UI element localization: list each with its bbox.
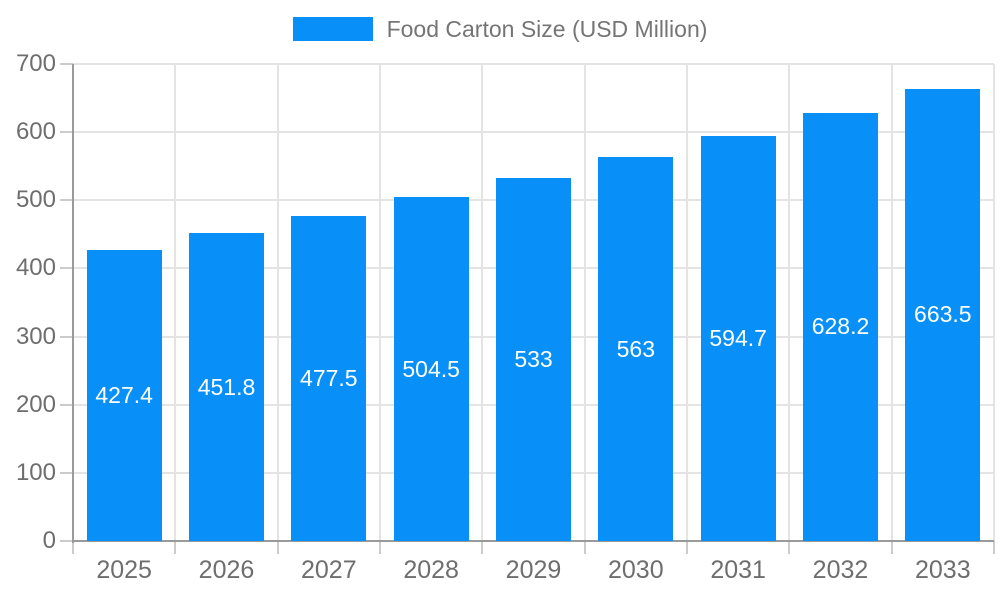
v-gridline <box>993 64 995 541</box>
x-axis-tick <box>583 541 586 554</box>
x-axis-tick-label: 2031 <box>710 556 766 584</box>
x-axis-tick-label: 2026 <box>198 556 255 584</box>
bar-value-label: 563 <box>616 335 656 362</box>
v-gridline <box>379 64 381 541</box>
legend-swatch <box>292 17 373 41</box>
x-axis-tick-label: 2025 <box>96 556 152 584</box>
y-axis-tick-label: 0 <box>42 527 56 554</box>
y-axis-tick <box>60 403 73 406</box>
x-axis-tick-label: 2033 <box>915 556 971 584</box>
bar-value-label: 427.4 <box>95 381 153 408</box>
bar-value-label: 594.7 <box>709 324 767 351</box>
x-axis-tick-label: 2028 <box>403 556 459 584</box>
v-gridline <box>276 64 279 541</box>
bar[interactable]: 477.5 <box>291 215 367 541</box>
x-axis-tick <box>788 541 791 554</box>
bar-value-label: 504.5 <box>402 355 460 382</box>
y-axis-tick-label: 100 <box>15 458 56 486</box>
x-axis-tick <box>379 541 381 554</box>
y-axis-tick-label: 600 <box>15 118 56 146</box>
x-axis-tick <box>481 541 484 554</box>
bar[interactable]: 594.7 <box>700 135 776 541</box>
y-axis-tick <box>60 199 73 202</box>
legend-item[interactable]: Food Carton Size (USD Million) <box>0 17 1000 41</box>
bar-value-label: 628.2 <box>811 313 870 340</box>
x-axis-tick <box>72 541 74 554</box>
bar[interactable]: 628.2 <box>803 112 878 541</box>
x-axis-tick <box>890 541 893 554</box>
y-axis-tick <box>60 335 73 338</box>
v-gridline <box>686 64 688 541</box>
x-axis-tick <box>686 541 688 554</box>
y-axis-tick <box>60 540 73 542</box>
v-gridline <box>788 64 791 541</box>
y-axis-tick <box>60 63 73 65</box>
bar[interactable]: 533 <box>496 177 571 541</box>
y-axis-tick <box>60 471 73 474</box>
bar-value-label: 663.5 <box>914 301 972 328</box>
y-axis-tick <box>60 131 73 134</box>
y-axis-tick-label: 700 <box>15 50 56 77</box>
bar[interactable]: 427.4 <box>86 249 162 541</box>
v-gridline <box>890 64 893 541</box>
bar-value-label: 477.5 <box>300 364 358 391</box>
y-axis-tick <box>60 267 73 270</box>
h-gridline <box>73 131 994 134</box>
v-gridline <box>174 64 177 541</box>
v-gridline <box>583 64 586 541</box>
y-axis-tick-label: 300 <box>15 322 56 350</box>
bar[interactable]: 504.5 <box>393 197 469 541</box>
bar[interactable]: 663.5 <box>905 88 981 541</box>
y-axis-tick-label: 400 <box>15 254 56 282</box>
x-axis-line <box>73 540 994 542</box>
x-axis-tick-label: 2029 <box>505 556 562 584</box>
h-gridline <box>73 63 994 65</box>
bar[interactable]: 451.8 <box>189 233 264 541</box>
y-axis-tick-label: 200 <box>15 390 56 418</box>
x-axis-tick-label: 2027 <box>301 556 357 584</box>
x-axis-tick <box>174 541 177 554</box>
x-axis-tick <box>276 541 279 554</box>
x-axis-tick-label: 2032 <box>812 556 869 584</box>
y-axis-line <box>72 64 74 543</box>
bar-value-label: 533 <box>514 345 553 372</box>
x-axis-tick-label: 2030 <box>608 556 664 584</box>
bar[interactable]: 563 <box>598 157 674 541</box>
v-gridline <box>481 64 484 541</box>
y-axis-tick-label: 500 <box>15 186 56 214</box>
x-axis-tick <box>993 541 995 554</box>
legend-label: Food Carton Size (USD Million) <box>386 15 708 42</box>
bar-value-label: 451.8 <box>197 373 256 400</box>
